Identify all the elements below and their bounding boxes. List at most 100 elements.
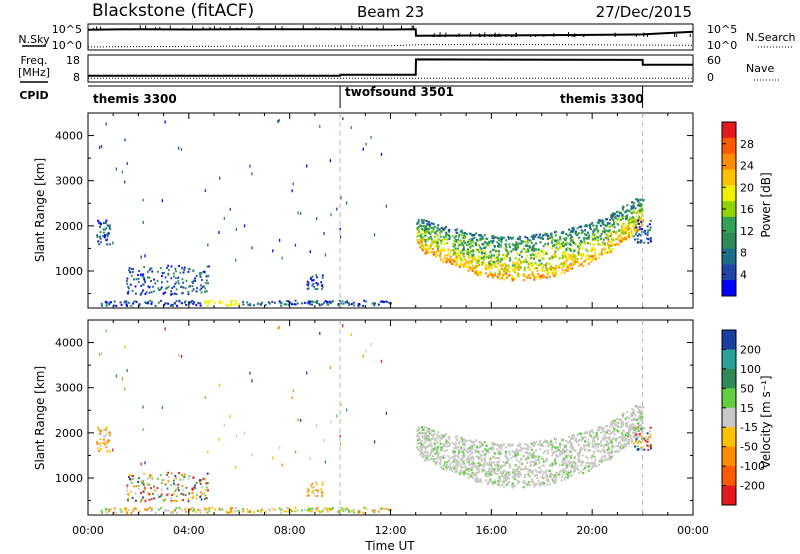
power-cell — [470, 256, 473, 259]
power-cell — [582, 254, 585, 257]
velocity-cell — [454, 465, 457, 468]
velocity-cell — [611, 455, 614, 458]
velocity-cell — [128, 473, 131, 476]
power-cell — [185, 303, 188, 306]
power-cell — [363, 299, 366, 302]
power-cell — [504, 254, 507, 258]
velocity-cell — [494, 479, 497, 482]
velocity-cell — [289, 508, 292, 511]
velocity-cell — [454, 470, 457, 474]
power-cell — [175, 288, 178, 291]
power-cell — [604, 224, 607, 227]
power-cell — [420, 218, 423, 222]
power-cell — [475, 232, 478, 235]
velocity-cell — [230, 508, 233, 511]
velocity-cell — [288, 507, 291, 510]
power-cell — [627, 221, 630, 225]
velocity-cell — [502, 443, 505, 446]
velocity-cell — [195, 497, 198, 500]
velocity-cell — [453, 459, 456, 462]
velocity-cell — [346, 507, 349, 510]
velocity-cell — [488, 480, 491, 483]
velocity-cell — [127, 492, 130, 495]
velocity-cell — [471, 451, 474, 454]
power-cell — [472, 253, 475, 256]
velocity-cell — [545, 469, 548, 472]
velocity-cell — [640, 419, 643, 422]
velocity-cell — [148, 493, 151, 496]
velocity-cell — [511, 482, 514, 485]
velocity-cell — [523, 476, 526, 479]
power-cell — [462, 264, 465, 267]
power-cell — [472, 249, 475, 252]
power-cell — [470, 250, 473, 253]
noise-tick-bottom-left: 10^0 — [52, 39, 82, 52]
velocity-cell — [291, 510, 294, 513]
velocity-cell — [568, 464, 571, 467]
velocity-cell — [185, 510, 188, 513]
power-cell — [569, 249, 572, 252]
velocity-cell — [315, 424, 318, 428]
velocity-cell — [173, 479, 175, 482]
power-cell — [526, 236, 529, 240]
velocity-cell — [488, 461, 491, 464]
y-tick-label: 1000 — [55, 265, 83, 278]
velocity-cell — [617, 436, 620, 439]
power-cell — [505, 239, 508, 242]
velocity-cell — [309, 457, 311, 461]
velocity-cell — [545, 459, 548, 462]
power-cell — [313, 285, 315, 288]
velocity-cell — [423, 445, 426, 448]
power-cell — [509, 256, 512, 259]
power-cell — [599, 219, 602, 222]
power-cell — [485, 237, 488, 240]
velocity-cell — [592, 462, 595, 465]
power-cell — [100, 222, 103, 225]
velocity-cell — [466, 455, 469, 458]
velocity-cell — [476, 476, 479, 480]
power-cell — [142, 276, 145, 279]
velocity-cell — [582, 472, 585, 475]
power-cell — [487, 240, 490, 244]
power-cell — [519, 266, 522, 270]
velocity-cell — [203, 477, 206, 480]
power-cell — [468, 256, 471, 259]
power-cell — [637, 228, 640, 231]
velocity-cell — [602, 437, 605, 440]
velocity-cell — [583, 445, 586, 448]
power-cell — [533, 249, 536, 253]
velocity-cell — [200, 485, 203, 488]
velocity-cell — [571, 474, 574, 477]
power-cell — [291, 303, 294, 306]
velocity-cell — [625, 416, 628, 420]
power-cell — [515, 243, 518, 246]
velocity-cell — [192, 476, 195, 479]
power-cell — [251, 246, 253, 250]
velocity-cell — [453, 467, 456, 470]
velocity-cell — [287, 507, 290, 510]
power-cell — [312, 283, 315, 286]
velocity-cell — [429, 454, 432, 457]
power-cell — [535, 266, 538, 270]
power-cell — [167, 285, 170, 288]
power-cell — [234, 258, 237, 262]
power-cell — [188, 268, 191, 271]
power-cell — [636, 211, 639, 214]
velocity-cell — [567, 471, 570, 474]
velocity-cell — [497, 464, 500, 467]
power-cell — [615, 232, 618, 235]
power-cell — [480, 235, 483, 238]
power-cell — [567, 264, 570, 267]
power-cell — [616, 210, 619, 213]
velocity-cell — [598, 429, 601, 432]
velocity-cell — [96, 443, 99, 446]
power-cell — [510, 277, 513, 280]
velocity-cell — [448, 437, 451, 440]
power-cell — [177, 282, 180, 285]
power-cell — [638, 199, 641, 202]
velocity-cell — [640, 435, 643, 438]
velocity-cell — [443, 444, 446, 448]
power-cell — [154, 304, 157, 307]
velocity-cell — [157, 494, 160, 497]
velocity-cell — [306, 490, 309, 493]
